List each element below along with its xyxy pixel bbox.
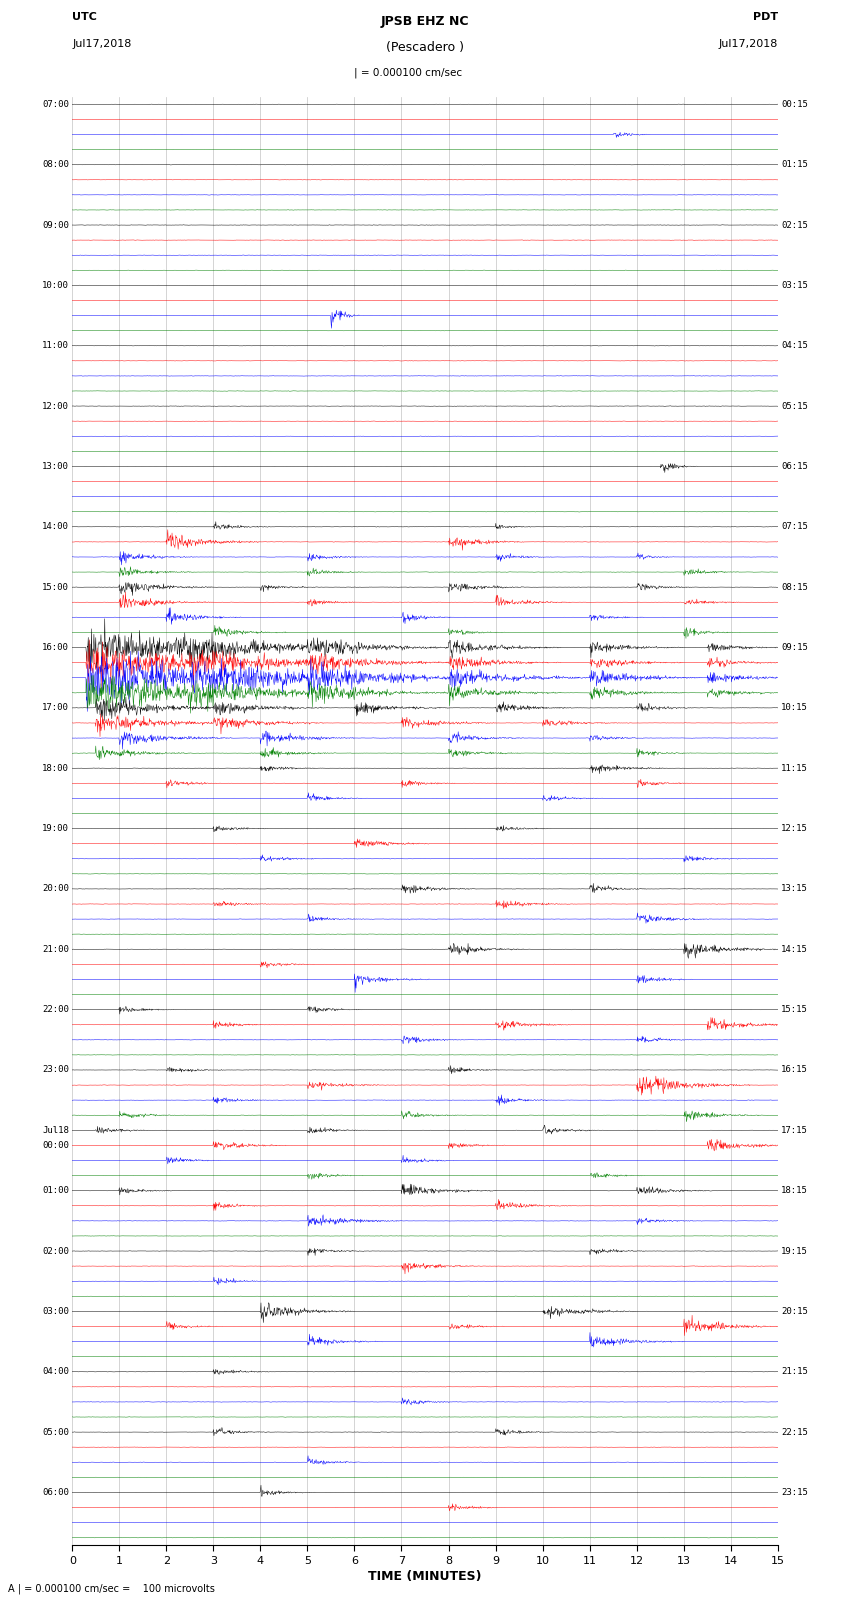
Text: 03:15: 03:15 xyxy=(781,281,808,290)
Text: 16:00: 16:00 xyxy=(42,644,69,652)
Text: 14:00: 14:00 xyxy=(42,523,69,531)
Text: 02:00: 02:00 xyxy=(42,1247,69,1255)
Text: 11:15: 11:15 xyxy=(781,763,808,773)
Text: 13:00: 13:00 xyxy=(42,461,69,471)
Text: 00:15: 00:15 xyxy=(781,100,808,108)
Text: 03:00: 03:00 xyxy=(42,1307,69,1316)
Text: 13:15: 13:15 xyxy=(781,884,808,894)
Text: 09:15: 09:15 xyxy=(781,644,808,652)
Text: 19:00: 19:00 xyxy=(42,824,69,832)
Text: (Pescadero ): (Pescadero ) xyxy=(386,40,464,53)
Text: 09:00: 09:00 xyxy=(42,221,69,229)
Text: 00:00: 00:00 xyxy=(42,1140,69,1150)
Text: 21:00: 21:00 xyxy=(42,945,69,953)
Text: 02:15: 02:15 xyxy=(781,221,808,229)
Text: 08:00: 08:00 xyxy=(42,160,69,169)
Text: 15:15: 15:15 xyxy=(781,1005,808,1015)
Text: 01:00: 01:00 xyxy=(42,1186,69,1195)
X-axis label: TIME (MINUTES): TIME (MINUTES) xyxy=(368,1569,482,1582)
Text: 16:15: 16:15 xyxy=(781,1066,808,1074)
Text: 07:15: 07:15 xyxy=(781,523,808,531)
Text: | = 0.000100 cm/sec: | = 0.000100 cm/sec xyxy=(354,68,462,79)
Text: A | = 0.000100 cm/sec =    100 microvolts: A | = 0.000100 cm/sec = 100 microvolts xyxy=(8,1582,215,1594)
Text: 19:15: 19:15 xyxy=(781,1247,808,1255)
Text: 17:00: 17:00 xyxy=(42,703,69,713)
Text: 01:15: 01:15 xyxy=(781,160,808,169)
Text: Jul17,2018: Jul17,2018 xyxy=(72,39,132,48)
Text: PDT: PDT xyxy=(752,11,778,21)
Text: 14:15: 14:15 xyxy=(781,945,808,953)
Text: 04:00: 04:00 xyxy=(42,1368,69,1376)
Text: 22:00: 22:00 xyxy=(42,1005,69,1015)
Text: 21:15: 21:15 xyxy=(781,1368,808,1376)
Text: 18:00: 18:00 xyxy=(42,763,69,773)
Text: 15:00: 15:00 xyxy=(42,582,69,592)
Text: 22:15: 22:15 xyxy=(781,1428,808,1437)
Text: 12:00: 12:00 xyxy=(42,402,69,411)
Text: 23:15: 23:15 xyxy=(781,1487,808,1497)
Text: 11:00: 11:00 xyxy=(42,342,69,350)
Text: UTC: UTC xyxy=(72,11,97,21)
Text: 23:00: 23:00 xyxy=(42,1066,69,1074)
Text: 10:00: 10:00 xyxy=(42,281,69,290)
Text: 18:15: 18:15 xyxy=(781,1186,808,1195)
Text: 05:15: 05:15 xyxy=(781,402,808,411)
Text: 20:00: 20:00 xyxy=(42,884,69,894)
Text: 05:00: 05:00 xyxy=(42,1428,69,1437)
Text: 04:15: 04:15 xyxy=(781,342,808,350)
Text: 06:15: 06:15 xyxy=(781,461,808,471)
Text: JPSB EHZ NC: JPSB EHZ NC xyxy=(381,15,469,27)
Text: 06:00: 06:00 xyxy=(42,1487,69,1497)
Text: 20:15: 20:15 xyxy=(781,1307,808,1316)
Text: Jul17,2018: Jul17,2018 xyxy=(718,39,778,48)
Text: 17:15: 17:15 xyxy=(781,1126,808,1136)
Text: 12:15: 12:15 xyxy=(781,824,808,832)
Text: 10:15: 10:15 xyxy=(781,703,808,713)
Text: 07:00: 07:00 xyxy=(42,100,69,108)
Text: Jul18: Jul18 xyxy=(42,1126,69,1136)
Text: 08:15: 08:15 xyxy=(781,582,808,592)
